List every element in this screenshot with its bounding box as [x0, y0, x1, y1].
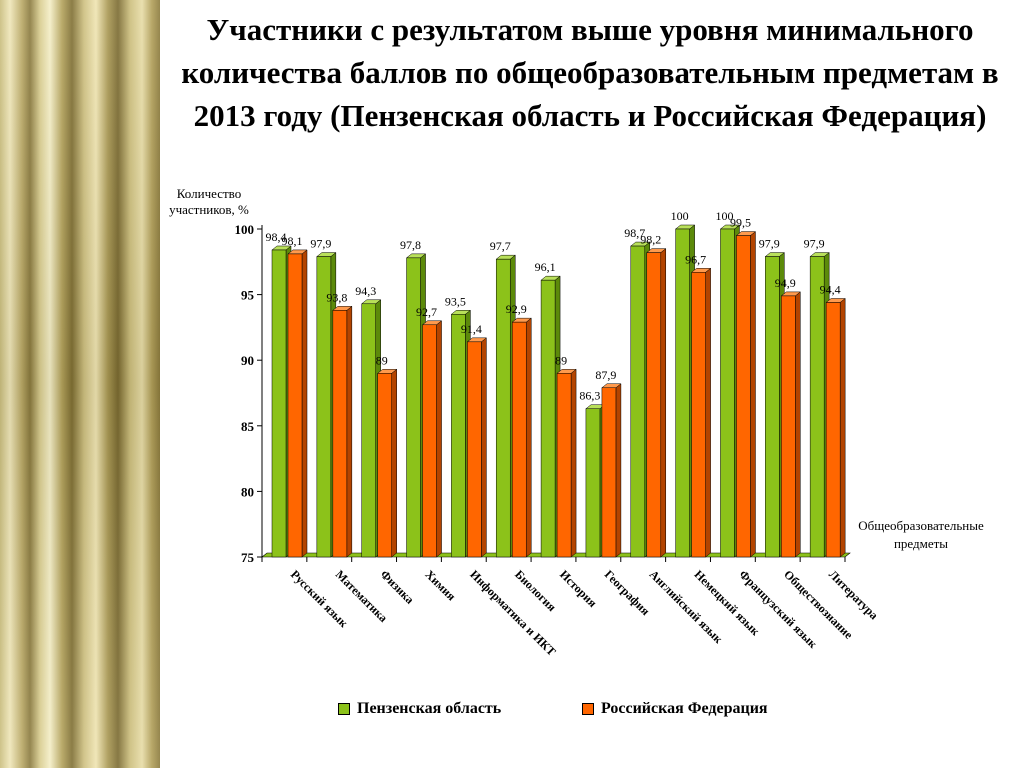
data-label-penza: 100: [715, 209, 733, 223]
bar-penza: [406, 257, 421, 558]
x-category-label: Французский язык: [736, 567, 820, 651]
x-axis-label-line1: Общеобразовательные: [858, 518, 984, 533]
bar-russia: [691, 272, 706, 558]
bar-penza: [720, 228, 735, 558]
x-category-label: Биология: [512, 567, 559, 614]
bar-russia: [332, 310, 348, 558]
y-tick-label: 80: [241, 484, 254, 499]
bar-penza: [271, 249, 287, 558]
bar-side-russia: [525, 317, 532, 558]
bar-side-russia: [750, 231, 756, 558]
bar-russia: [467, 341, 482, 558]
data-label-russia: 92,9: [506, 302, 527, 316]
bar-side-russia: [436, 320, 442, 558]
data-label-russia: 87,9: [595, 368, 616, 382]
bar-chart: Количество участников, % Общеобразовател…: [169, 186, 984, 659]
x-category-label: Физика: [378, 567, 417, 606]
y-tick-label: 85: [241, 419, 255, 434]
legend-swatch-russia: [582, 703, 594, 715]
bar-side-russia: [481, 337, 487, 558]
data-label-penza: 97,8: [400, 238, 421, 252]
bar-penza: [630, 245, 646, 558]
bar-penza: [585, 408, 601, 558]
data-label-russia: 96,7: [685, 252, 706, 266]
bar-side-russia: [391, 368, 397, 558]
bar-russia: [646, 252, 662, 558]
bar-side-russia: [839, 297, 846, 558]
data-label-russia: 99,5: [730, 216, 751, 230]
data-label-penza: 97,9: [310, 237, 331, 251]
data-label-russia: 98,2: [640, 233, 661, 247]
x-category-label: География: [602, 567, 653, 618]
bar-penza: [540, 279, 556, 558]
y-axis-label-line1: Количество: [177, 186, 241, 201]
data-label-penza: 97,7: [490, 239, 511, 253]
x-category-label: Химия: [422, 567, 459, 604]
bar-russia: [377, 373, 392, 558]
bar-penza: [809, 256, 825, 558]
bar-side-russia: [346, 305, 353, 558]
legend-swatch-penza: [338, 703, 350, 715]
bar-side-russia: [705, 267, 711, 558]
data-label-russia: 91,4: [461, 322, 482, 336]
bar-russia: [825, 302, 841, 558]
data-label-russia: 98,1: [282, 234, 303, 248]
bar-russia: [736, 235, 751, 558]
data-label-penza: 98,4: [266, 230, 287, 244]
data-label-penza: 93,5: [445, 294, 466, 308]
data-label-russia: 94,9: [775, 276, 796, 290]
bar-russia: [511, 321, 527, 558]
bar-russia: [601, 387, 617, 558]
legend-item-penza: Пензенская область: [338, 700, 501, 718]
data-label-russia: 89: [555, 353, 567, 367]
decorative-stripe: [0, 0, 160, 768]
bar-russia: [287, 253, 303, 558]
y-tick-label: 75: [241, 550, 255, 565]
legend: Пензенская область Российская Федерация: [330, 700, 850, 724]
data-label-penza: 86,3: [579, 389, 600, 403]
y-tick-label: 90: [241, 353, 254, 368]
x-category-label: Информатика и ИКТ: [467, 567, 558, 658]
x-category-label: История: [557, 567, 600, 610]
data-label-penza: 98,7: [624, 226, 645, 240]
legend-label-russia: Российская Федерация: [601, 700, 768, 717]
bar-penza: [495, 258, 511, 558]
bar-side-russia: [660, 248, 667, 558]
data-label-penza: 94,3: [355, 284, 376, 298]
bar-russia: [556, 373, 572, 558]
x-axis-label-line2: предметы: [894, 536, 948, 551]
bar-russia: [781, 295, 796, 558]
data-label-penza: 97,9: [804, 237, 825, 251]
legend-item-russia: Российская Федерация: [582, 700, 768, 718]
data-label-penza: 100: [671, 209, 689, 223]
y-tick-label: 95: [241, 288, 255, 303]
data-label-penza: 96,1: [535, 260, 556, 274]
legend-label-penza: Пензенская область: [357, 700, 502, 717]
data-label-russia: 92,7: [416, 305, 437, 319]
data-label-russia: 93,8: [326, 290, 347, 304]
data-label-penza: 97,9: [759, 237, 780, 251]
bar-penza: [675, 228, 690, 558]
bar-side-russia: [570, 368, 577, 558]
bar-russia: [422, 324, 437, 558]
bar-side-russia: [301, 249, 308, 558]
bar-penza: [451, 314, 466, 558]
chart-title: Участники с результатом выше уровня мини…: [181, 12, 999, 133]
bar-penza: [316, 256, 332, 558]
y-axis-label-line2: участников, %: [169, 202, 249, 217]
bar-penza: [765, 256, 780, 558]
y-tick-label: 100: [235, 222, 255, 237]
bar-penza: [361, 303, 376, 558]
bar-side-russia: [615, 383, 622, 558]
data-label-russia: 94,4: [820, 282, 841, 296]
bar-side-russia: [795, 291, 801, 558]
data-label-russia: 89: [376, 353, 388, 367]
